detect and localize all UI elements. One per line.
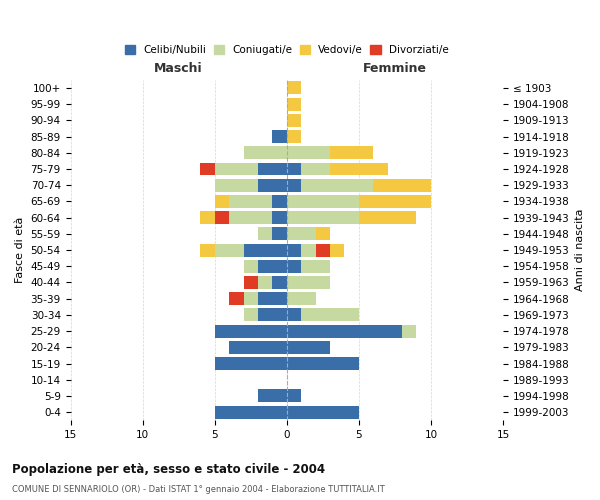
Bar <box>287 276 330 289</box>
Bar <box>330 244 344 256</box>
Bar <box>244 276 258 289</box>
Bar <box>258 308 287 322</box>
Bar <box>402 324 416 338</box>
Bar <box>287 82 301 94</box>
Y-axis label: Anni di nascita: Anni di nascita <box>575 209 585 292</box>
Bar <box>229 211 272 224</box>
Bar <box>200 244 215 256</box>
Y-axis label: Fasce di età: Fasce di età <box>15 217 25 283</box>
Bar <box>215 357 287 370</box>
Bar <box>258 162 287 175</box>
Bar <box>258 260 287 273</box>
Bar <box>287 211 359 224</box>
Text: Femmine: Femmine <box>363 62 427 75</box>
Bar <box>244 292 258 305</box>
Text: Maschi: Maschi <box>154 62 203 75</box>
Bar <box>215 162 258 175</box>
Bar <box>301 162 330 175</box>
Bar <box>229 292 244 305</box>
Bar <box>287 308 301 322</box>
Bar <box>287 244 301 256</box>
Bar <box>330 146 373 160</box>
Bar <box>244 308 258 322</box>
Bar <box>316 228 330 240</box>
Text: Popolazione per età, sesso e stato civile - 2004: Popolazione per età, sesso e stato civil… <box>12 462 325 475</box>
Bar <box>287 146 330 160</box>
Bar <box>215 406 287 418</box>
Bar <box>287 292 316 305</box>
Bar <box>244 260 258 273</box>
Bar <box>287 130 301 143</box>
Bar <box>287 406 359 418</box>
Bar <box>330 162 388 175</box>
Bar <box>258 276 272 289</box>
Bar <box>287 178 301 192</box>
Bar <box>287 357 359 370</box>
Bar <box>287 324 402 338</box>
Text: COMUNE DI SENNARIOLO (OR) - Dati ISTAT 1° gennaio 2004 - Elaborazione TUTTITALIA: COMUNE DI SENNARIOLO (OR) - Dati ISTAT 1… <box>12 485 385 494</box>
Bar <box>359 211 416 224</box>
Bar <box>301 308 359 322</box>
Bar <box>272 130 287 143</box>
Bar <box>258 178 287 192</box>
Bar <box>272 276 287 289</box>
Bar <box>287 114 301 127</box>
Bar <box>215 178 258 192</box>
Bar <box>287 390 301 402</box>
Bar <box>272 211 287 224</box>
Bar <box>359 195 431 208</box>
Bar <box>215 244 244 256</box>
Bar <box>373 178 431 192</box>
Bar <box>244 146 287 160</box>
Bar <box>301 244 316 256</box>
Bar <box>200 162 215 175</box>
Bar <box>215 211 229 224</box>
Bar <box>272 228 287 240</box>
Bar <box>287 341 330 354</box>
Bar <box>258 228 272 240</box>
Bar <box>258 292 287 305</box>
Bar <box>287 228 316 240</box>
Bar <box>258 390 287 402</box>
Bar <box>244 244 287 256</box>
Bar <box>287 195 359 208</box>
Bar <box>200 211 215 224</box>
Bar <box>301 260 330 273</box>
Bar <box>316 244 330 256</box>
Bar <box>215 195 229 208</box>
Legend: Celibi/Nubili, Coniugati/e, Vedovi/e, Divorziati/e: Celibi/Nubili, Coniugati/e, Vedovi/e, Di… <box>121 41 453 59</box>
Bar <box>215 324 287 338</box>
Bar <box>229 341 287 354</box>
Bar <box>287 162 301 175</box>
Bar <box>301 178 373 192</box>
Bar <box>287 260 301 273</box>
Bar <box>229 195 272 208</box>
Bar <box>272 195 287 208</box>
Bar <box>287 98 301 110</box>
